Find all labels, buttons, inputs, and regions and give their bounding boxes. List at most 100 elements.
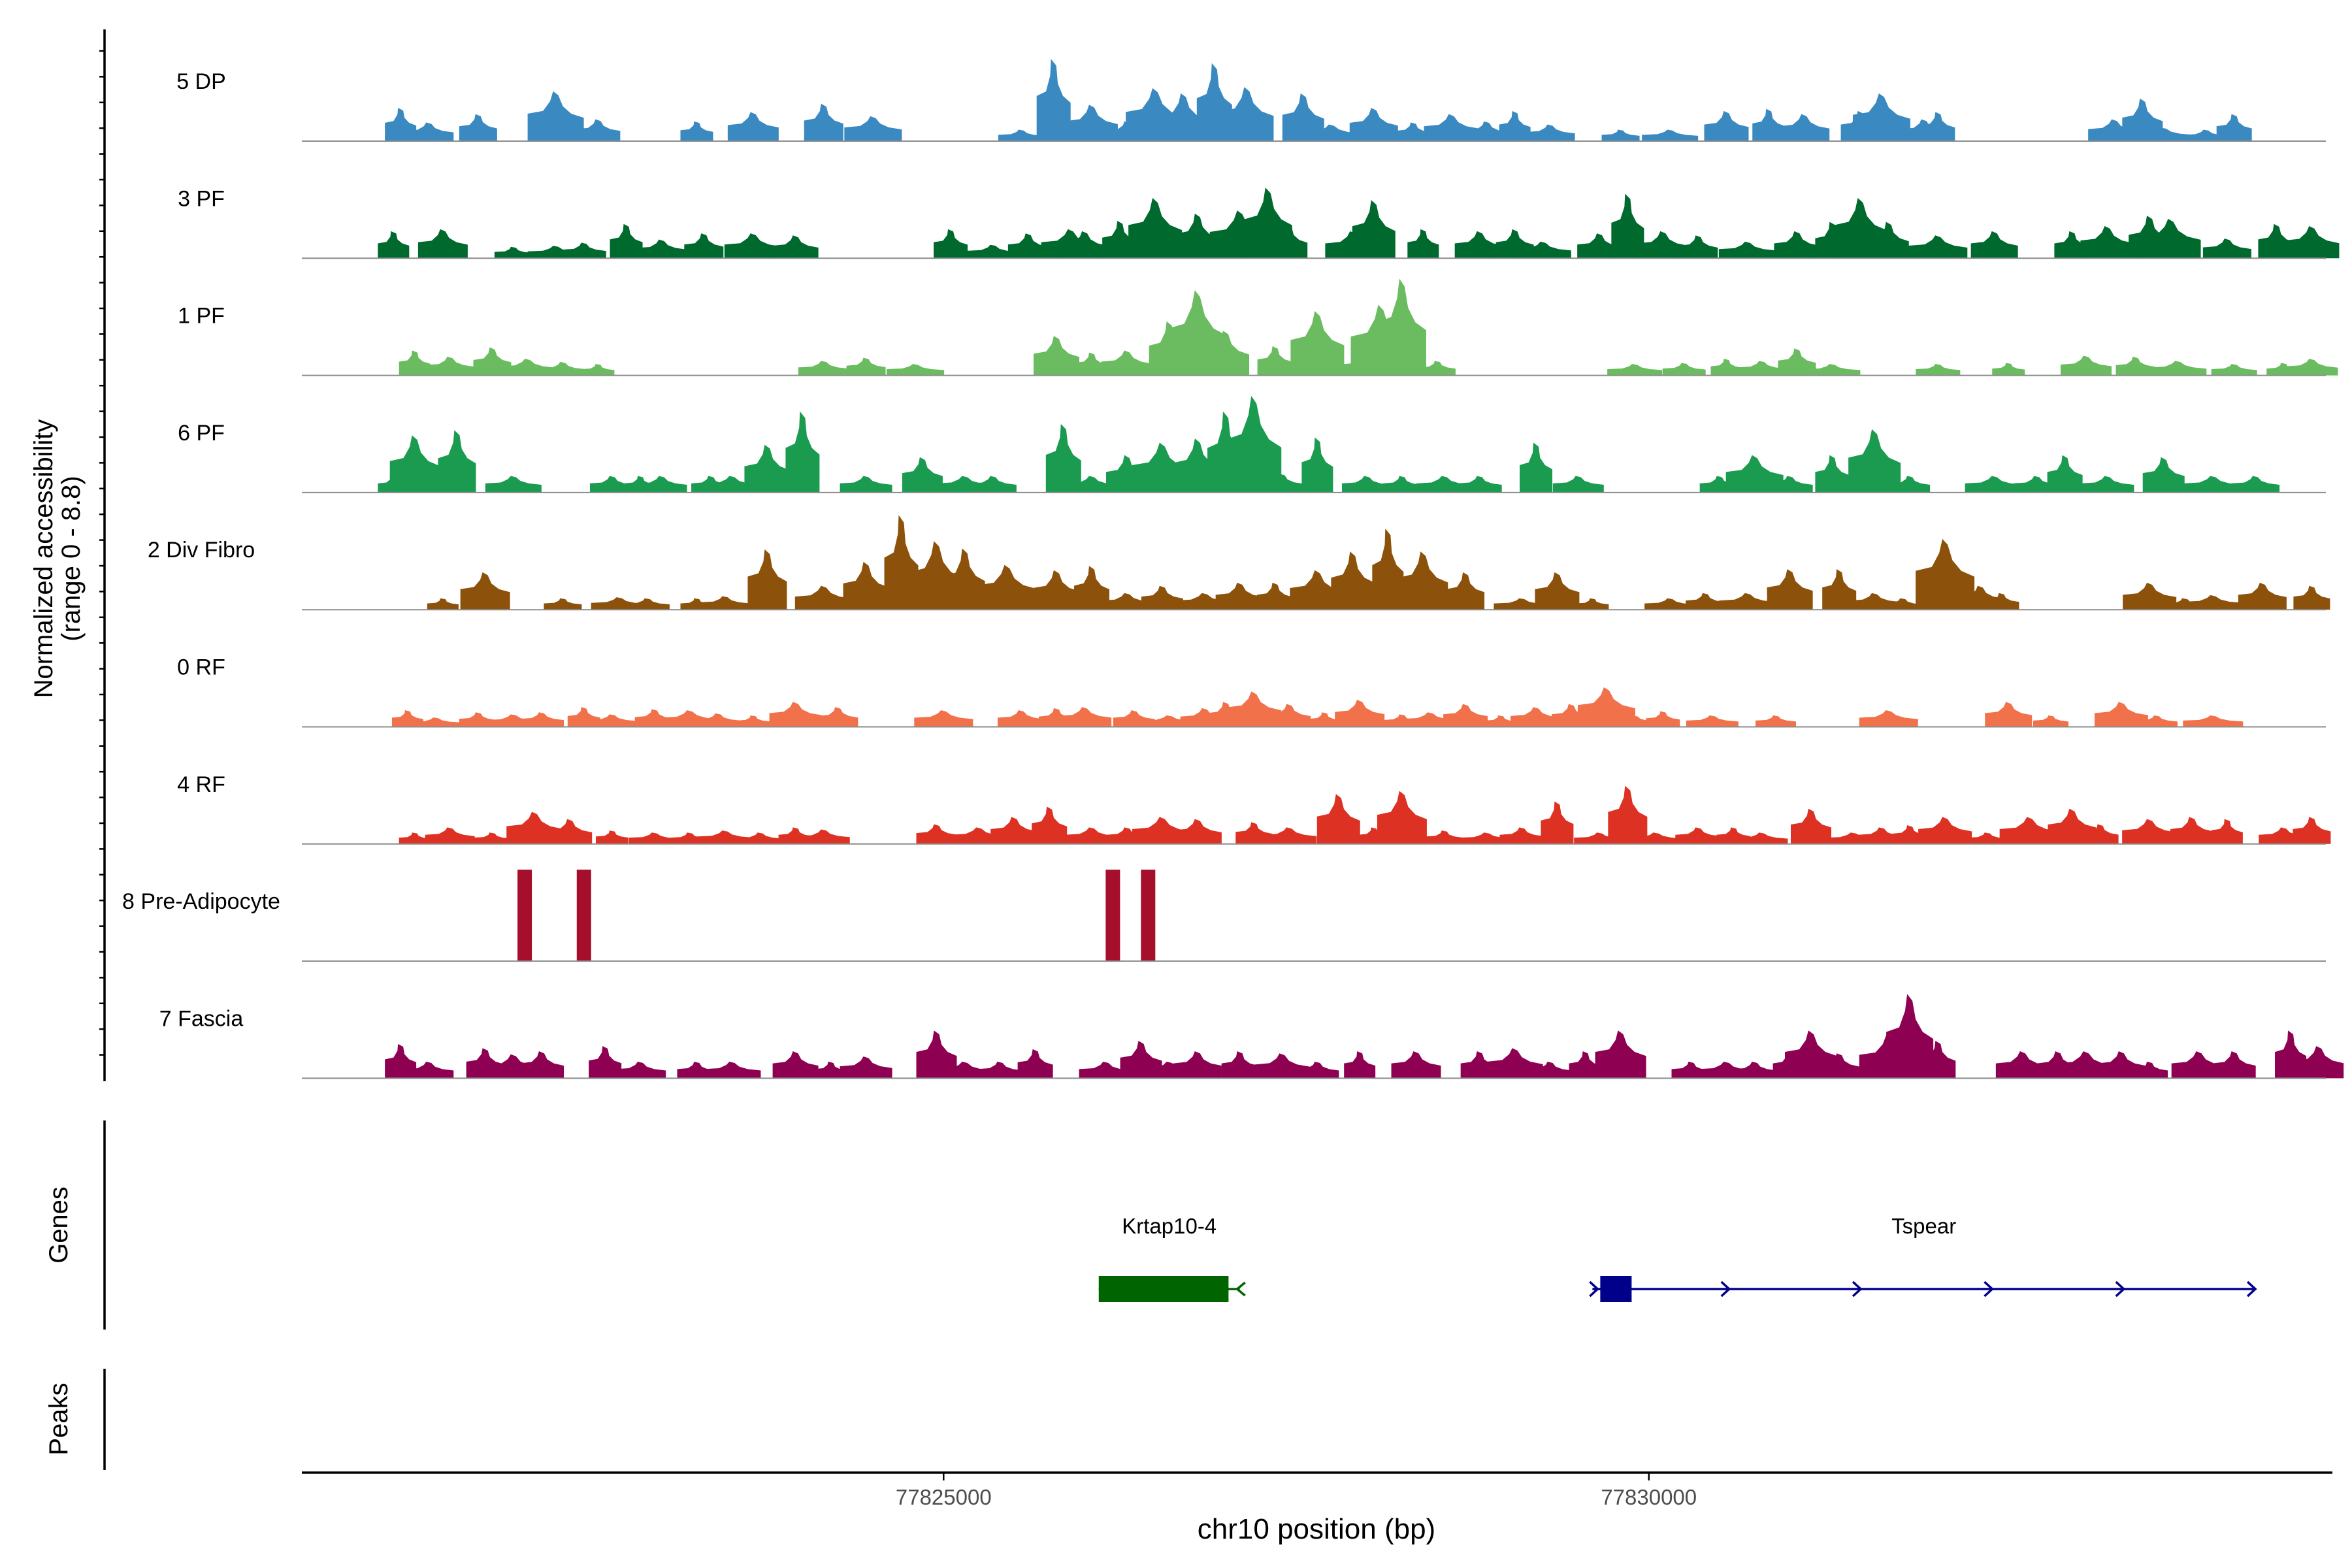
accessibility-peak (417, 229, 468, 259)
accessibility-peak (902, 457, 943, 493)
coverage-y-ticks (99, 50, 105, 1056)
accessibility-peak (1725, 455, 1784, 493)
gene-label: Krtap10-4 (1122, 1214, 1217, 1238)
accessibility-peak (785, 411, 820, 493)
accessibility-peak (916, 824, 957, 844)
accessibility-peak (2202, 238, 2251, 259)
accessibility-peak (2047, 455, 2083, 493)
accessibility-peak (1271, 225, 1308, 259)
accessibility-peak (1611, 193, 1644, 259)
accessibility-peak (1418, 361, 1456, 376)
accessibility-peak (1569, 1051, 1602, 1079)
accessibility-peak (1642, 129, 1699, 141)
accessibility-peak (1527, 1061, 1573, 1079)
accessibility-peak (2231, 476, 2280, 493)
accessibility-peak (1608, 785, 1648, 844)
accessibility-peak (724, 233, 782, 259)
accessibility-peak (1407, 229, 1439, 259)
accessibility-peak (1377, 791, 1427, 844)
track-4: 6 PF (178, 395, 2326, 493)
accessibility-peak (2033, 715, 2069, 727)
accessibility-peak (1226, 395, 1282, 493)
accessibility-peak (1819, 1053, 1860, 1079)
accessibility-peak (544, 598, 582, 610)
accessibility-peak (769, 702, 822, 727)
accessibility-peak (399, 832, 431, 844)
accessibility-peak (794, 585, 853, 610)
accessibility-peak (772, 1051, 819, 1079)
accessibility-peak (1341, 476, 1392, 493)
accessibility-peak (473, 832, 512, 844)
peaks-track-label: Peaks (44, 1382, 73, 1455)
track-label: 0 RF (177, 655, 225, 680)
accessibility-peak (1868, 221, 1909, 259)
accessibility-peak (1859, 710, 1918, 727)
accessibility-peak (581, 364, 615, 376)
accessibility-peak (1282, 93, 1324, 141)
accessibility-peak (2060, 355, 2112, 376)
accessibility-peak (737, 832, 783, 844)
accessibility-peak (1176, 213, 1218, 259)
accessibility-peak (1778, 114, 1830, 141)
accessibility-peak (1141, 870, 1156, 962)
accessibility-peak (1033, 570, 1081, 610)
accessibility-peak (1064, 827, 1119, 844)
accessibility-peak (1627, 832, 1685, 844)
gene-tspear: Tspear (1589, 1214, 2257, 1302)
accessibility-peak (1256, 582, 1294, 610)
accessibility-peak (1752, 108, 1786, 141)
accessibility-peak (1965, 476, 2024, 493)
accessibility-peak (2115, 356, 2155, 376)
accessibility-peak (1032, 806, 1068, 844)
accessibility-peak (2294, 1046, 2344, 1079)
accessibility-peak (1382, 476, 1421, 493)
accessibility-peak (1221, 1051, 1258, 1079)
gene-exon (1098, 1276, 1229, 1302)
accessibility-peak (1576, 598, 1609, 610)
accessibility-peak (1007, 233, 1049, 259)
accessibility-peak (425, 356, 475, 376)
accessibility-peak (389, 435, 440, 493)
accessibility-peak (1017, 1049, 1053, 1079)
accessibility-peak (1446, 572, 1485, 610)
accessibility-peak (1918, 817, 1972, 844)
accessibility-peak (615, 1061, 666, 1079)
accessibility-peak (1804, 364, 1861, 376)
accessibility-peak (1731, 1061, 1778, 1079)
accessibility-peak (2142, 457, 2185, 493)
accessibility-peak (1992, 363, 2025, 376)
accessibility-peak (699, 596, 751, 610)
accessibility-peak (2183, 595, 2244, 610)
accessibility-peak (969, 476, 1017, 493)
accessibility-peak (1260, 474, 1304, 493)
accessibility-peak (1128, 198, 1183, 259)
accessibility-peak (459, 114, 497, 141)
track-label: 7 Fascia (159, 1006, 244, 1031)
accessibility-peak (1257, 346, 1293, 376)
accessibility-peak (519, 712, 564, 727)
accessibility-peak (1344, 1051, 1376, 1079)
x-axis-ticks: 77825000 77830000 (896, 1473, 1697, 1509)
track-label: 6 PF (178, 421, 225, 446)
accessibility-peak (1105, 870, 1120, 962)
accessibility-peak (636, 239, 687, 259)
accessibility-peak (804, 103, 843, 141)
accessibility-peak (680, 121, 713, 141)
accessibility-peak (586, 714, 638, 727)
accessibility-peak (1601, 129, 1640, 141)
accessibility-peak (1484, 715, 1518, 727)
accessibility-peak (2082, 824, 2119, 844)
accessibility-peak (1100, 350, 1153, 376)
accessibility-peak (1064, 476, 1119, 493)
accessibility-peak (2211, 364, 2257, 376)
accessibility-peak (1425, 830, 1463, 844)
accessibility-peak (798, 361, 849, 376)
track-8: 8 Pre-Adipocyte (122, 870, 2326, 962)
accessibility-peak (976, 1061, 1024, 1079)
y-axis-label-line2: (range 0 - 8.8) (57, 476, 86, 641)
accessibility-peak (527, 91, 584, 141)
x-axis-title: chr10 position (bp) (1198, 1513, 1435, 1545)
accessibility-peak (1395, 122, 1432, 141)
accessibility-peak (846, 357, 886, 376)
